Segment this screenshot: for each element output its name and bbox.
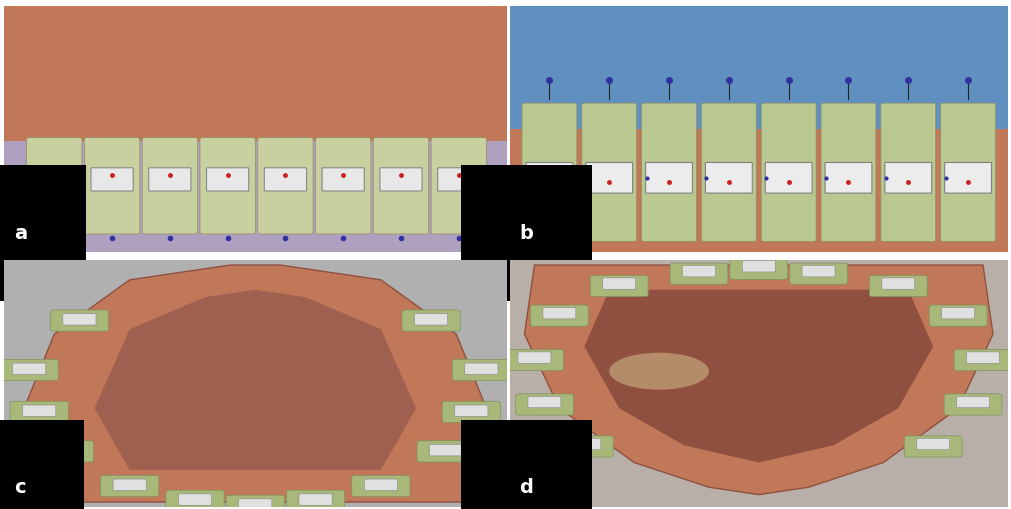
FancyBboxPatch shape [917, 438, 949, 449]
FancyBboxPatch shape [10, 401, 69, 422]
FancyBboxPatch shape [730, 258, 788, 279]
FancyBboxPatch shape [929, 305, 987, 326]
Polygon shape [94, 290, 417, 470]
FancyBboxPatch shape [149, 168, 191, 191]
FancyBboxPatch shape [531, 305, 588, 326]
FancyBboxPatch shape [51, 310, 108, 331]
FancyBboxPatch shape [63, 314, 96, 325]
FancyBboxPatch shape [940, 103, 996, 241]
FancyBboxPatch shape [465, 363, 498, 375]
FancyBboxPatch shape [85, 137, 140, 234]
FancyBboxPatch shape [526, 162, 573, 193]
Text: c: c [14, 478, 25, 497]
FancyBboxPatch shape [790, 263, 847, 285]
FancyBboxPatch shape [226, 495, 284, 509]
Polygon shape [510, 6, 1008, 129]
FancyBboxPatch shape [522, 103, 577, 241]
FancyBboxPatch shape [12, 363, 45, 375]
FancyBboxPatch shape [642, 103, 697, 241]
Polygon shape [14, 265, 496, 502]
FancyBboxPatch shape [113, 479, 147, 491]
FancyBboxPatch shape [178, 494, 211, 505]
FancyBboxPatch shape [761, 103, 816, 241]
FancyBboxPatch shape [380, 168, 423, 191]
FancyBboxPatch shape [944, 162, 992, 193]
FancyBboxPatch shape [143, 137, 197, 234]
FancyBboxPatch shape [590, 275, 648, 297]
FancyBboxPatch shape [100, 475, 159, 497]
Text: b: b [520, 223, 534, 243]
FancyBboxPatch shape [239, 499, 272, 509]
FancyBboxPatch shape [944, 394, 1002, 415]
Polygon shape [4, 142, 507, 252]
FancyBboxPatch shape [430, 444, 463, 456]
FancyBboxPatch shape [438, 168, 480, 191]
FancyBboxPatch shape [264, 168, 306, 191]
FancyBboxPatch shape [33, 168, 76, 191]
FancyBboxPatch shape [742, 261, 775, 272]
FancyBboxPatch shape [452, 359, 511, 381]
FancyBboxPatch shape [516, 394, 573, 415]
FancyBboxPatch shape [166, 490, 224, 509]
FancyBboxPatch shape [802, 266, 835, 277]
Text: a: a [14, 223, 27, 243]
FancyBboxPatch shape [882, 278, 915, 289]
FancyBboxPatch shape [0, 359, 59, 381]
FancyBboxPatch shape [585, 162, 633, 193]
FancyBboxPatch shape [402, 310, 460, 331]
FancyBboxPatch shape [954, 350, 1011, 371]
FancyBboxPatch shape [418, 441, 475, 462]
Polygon shape [584, 290, 933, 463]
FancyBboxPatch shape [352, 475, 410, 497]
FancyBboxPatch shape [286, 490, 345, 509]
FancyBboxPatch shape [373, 137, 429, 234]
FancyBboxPatch shape [956, 397, 990, 408]
Polygon shape [510, 129, 1008, 252]
FancyBboxPatch shape [885, 162, 932, 193]
FancyBboxPatch shape [48, 444, 81, 456]
FancyBboxPatch shape [315, 137, 371, 234]
FancyBboxPatch shape [568, 438, 601, 449]
FancyBboxPatch shape [825, 162, 871, 193]
FancyBboxPatch shape [35, 441, 93, 462]
FancyBboxPatch shape [299, 494, 333, 505]
FancyBboxPatch shape [555, 436, 614, 457]
FancyBboxPatch shape [581, 103, 637, 241]
FancyBboxPatch shape [702, 103, 756, 241]
FancyBboxPatch shape [22, 405, 56, 416]
FancyBboxPatch shape [881, 103, 936, 241]
FancyBboxPatch shape [904, 436, 962, 457]
FancyBboxPatch shape [682, 266, 716, 277]
FancyBboxPatch shape [431, 137, 486, 234]
FancyBboxPatch shape [528, 397, 561, 408]
FancyBboxPatch shape [455, 405, 488, 416]
FancyBboxPatch shape [821, 103, 876, 241]
FancyBboxPatch shape [26, 137, 82, 234]
FancyBboxPatch shape [941, 307, 975, 319]
FancyBboxPatch shape [646, 162, 693, 193]
FancyBboxPatch shape [415, 314, 448, 325]
FancyBboxPatch shape [206, 168, 249, 191]
Text: d: d [520, 478, 534, 497]
Polygon shape [525, 265, 993, 495]
FancyBboxPatch shape [670, 263, 728, 285]
FancyBboxPatch shape [91, 168, 133, 191]
Polygon shape [4, 260, 507, 507]
FancyBboxPatch shape [869, 275, 927, 297]
FancyBboxPatch shape [200, 137, 255, 234]
FancyBboxPatch shape [442, 401, 500, 422]
FancyBboxPatch shape [364, 479, 397, 491]
FancyBboxPatch shape [765, 162, 812, 193]
FancyBboxPatch shape [543, 307, 576, 319]
FancyBboxPatch shape [506, 350, 563, 371]
FancyBboxPatch shape [967, 352, 1000, 363]
FancyBboxPatch shape [258, 137, 313, 234]
Ellipse shape [610, 353, 709, 390]
FancyBboxPatch shape [603, 278, 636, 289]
FancyBboxPatch shape [518, 352, 551, 363]
FancyBboxPatch shape [323, 168, 364, 191]
FancyBboxPatch shape [706, 162, 752, 193]
Polygon shape [4, 6, 507, 142]
Polygon shape [510, 260, 1008, 507]
